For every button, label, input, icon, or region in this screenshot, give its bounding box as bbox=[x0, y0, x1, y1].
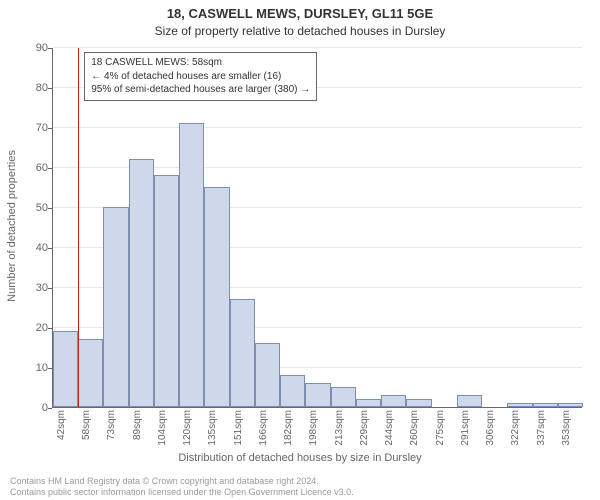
bar bbox=[230, 299, 255, 407]
bar bbox=[331, 387, 356, 407]
page-title: 18, CASWELL MEWS, DURSLEY, GL11 5GE bbox=[0, 6, 600, 21]
y-tick-label: 30 bbox=[18, 282, 48, 294]
marker-line bbox=[78, 48, 79, 407]
bar bbox=[356, 399, 381, 407]
bar bbox=[204, 187, 229, 407]
grid-line bbox=[53, 127, 582, 128]
y-tick-mark bbox=[48, 408, 52, 409]
x-tick-label: 42sqm bbox=[56, 410, 67, 450]
y-tick-label: 60 bbox=[18, 162, 48, 174]
bar bbox=[78, 339, 103, 407]
x-tick-label: 291sqm bbox=[460, 410, 471, 450]
x-tick-label: 275sqm bbox=[435, 410, 446, 450]
y-tick-label: 80 bbox=[18, 82, 48, 94]
info-box: 18 CASWELL MEWS: 58sqm ← 4% of detached … bbox=[84, 52, 317, 101]
x-tick-label: 337sqm bbox=[536, 410, 547, 450]
bar bbox=[558, 403, 583, 407]
bar bbox=[280, 375, 305, 407]
bar bbox=[154, 175, 179, 407]
x-tick-label: 166sqm bbox=[258, 410, 269, 450]
y-tick-label: 0 bbox=[18, 402, 48, 414]
x-tick-label: 260sqm bbox=[409, 410, 420, 450]
y-tick-label: 50 bbox=[18, 202, 48, 214]
x-tick-label: 151sqm bbox=[233, 410, 244, 450]
plot-area: 18 CASWELL MEWS: 58sqm ← 4% of detached … bbox=[52, 48, 582, 408]
bar bbox=[129, 159, 154, 407]
bar bbox=[53, 331, 78, 407]
bar bbox=[179, 123, 204, 407]
y-tick-label: 10 bbox=[18, 362, 48, 374]
info-line-3: 95% of semi-detached houses are larger (… bbox=[91, 83, 310, 97]
x-tick-label: 120sqm bbox=[182, 410, 193, 450]
y-tick-label: 40 bbox=[18, 242, 48, 254]
x-tick-label: 89sqm bbox=[132, 410, 143, 450]
x-axis-label: Distribution of detached houses by size … bbox=[0, 452, 600, 464]
info-line-2: ← 4% of detached houses are smaller (16) bbox=[91, 70, 310, 84]
bar bbox=[457, 395, 482, 407]
bar bbox=[533, 403, 558, 407]
bar bbox=[381, 395, 406, 407]
x-tick-label: 229sqm bbox=[359, 410, 370, 450]
footer-line-1: Contains HM Land Registry data © Crown c… bbox=[10, 476, 590, 487]
bar bbox=[255, 343, 280, 407]
bar bbox=[406, 399, 431, 407]
x-tick-label: 58sqm bbox=[81, 410, 92, 450]
bar bbox=[103, 207, 128, 407]
x-tick-label: 322sqm bbox=[510, 410, 521, 450]
y-tick-label: 20 bbox=[18, 322, 48, 334]
x-tick-label: 104sqm bbox=[157, 410, 168, 450]
y-tick-label: 90 bbox=[18, 42, 48, 54]
info-line-1: 18 CASWELL MEWS: 58sqm bbox=[91, 56, 310, 70]
footer: Contains HM Land Registry data © Crown c… bbox=[10, 476, 590, 499]
x-tick-label: 353sqm bbox=[561, 410, 572, 450]
chart-subtitle: Size of property relative to detached ho… bbox=[0, 24, 600, 38]
footer-line-2: Contains public sector information licen… bbox=[10, 487, 590, 498]
grid-line bbox=[53, 47, 582, 48]
x-tick-label: 182sqm bbox=[283, 410, 294, 450]
bar bbox=[305, 383, 330, 407]
y-axis-label: Number of detached properties bbox=[6, 136, 18, 316]
x-tick-label: 135sqm bbox=[207, 410, 218, 450]
x-tick-label: 198sqm bbox=[308, 410, 319, 450]
x-tick-label: 306sqm bbox=[485, 410, 496, 450]
x-tick-label: 73sqm bbox=[106, 410, 117, 450]
x-tick-label: 244sqm bbox=[384, 410, 395, 450]
y-tick-label: 70 bbox=[18, 122, 48, 134]
x-tick-label: 213sqm bbox=[334, 410, 345, 450]
bar bbox=[507, 403, 532, 407]
